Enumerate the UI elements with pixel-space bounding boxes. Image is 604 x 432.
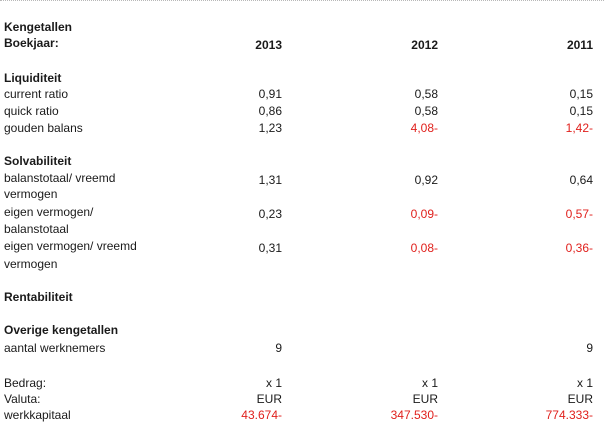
value-cell: 0,23 xyxy=(258,207,282,221)
negative-value-cell: 774.333- xyxy=(545,408,593,422)
value-cell: 1,31 xyxy=(258,173,282,187)
value-cell: 9 xyxy=(586,341,593,355)
negative-value-cell: 0,08- xyxy=(410,241,438,255)
value-cell: 0,86 xyxy=(258,104,282,118)
year-2011-header: 2011 xyxy=(566,38,593,52)
row-label-current-ratio: current ratio xyxy=(4,87,69,101)
value-cell: 0,15 xyxy=(569,87,593,101)
negative-value-cell: 347.530- xyxy=(390,408,438,422)
negative-value-cell: 1,42- xyxy=(565,121,593,135)
page-title: Kengetallen xyxy=(4,20,73,34)
row-label-quick-ratio: quick ratio xyxy=(4,104,59,118)
section-heading-rentabiliteit: Rentabiliteit xyxy=(4,290,73,304)
value-cell: 0,31 xyxy=(258,241,282,255)
negative-value-cell: 43.674- xyxy=(241,408,282,422)
row-label-aantal-werknemers: aantal werknemers xyxy=(4,341,106,355)
section-heading-liquiditeit: Liquiditeit xyxy=(4,71,62,85)
value-cell: x 1 xyxy=(421,376,438,390)
value-cell: x 1 xyxy=(576,376,593,390)
value-cell: 0,58 xyxy=(414,87,438,101)
value-cell: 0,64 xyxy=(569,173,593,187)
year-label: Boekjaar: xyxy=(4,36,59,50)
row-label-balanstotaal-vreemd: balanstotaal/ vreemd xyxy=(4,171,116,185)
section-heading-solvabiliteit: Solvabiliteit xyxy=(4,154,72,168)
section-heading-overige-kengetallen: Overige kengetallen xyxy=(4,323,119,337)
value-cell: EUR xyxy=(256,392,282,406)
row-label-gouden-balans: gouden balans xyxy=(4,121,83,135)
row-label-werkkapitaal: werkkapitaal xyxy=(4,408,71,422)
value-cell: EUR xyxy=(412,392,438,406)
value-cell: x 1 xyxy=(265,376,282,390)
value-cell: EUR xyxy=(567,392,593,406)
row-label-continued: vermogen xyxy=(4,257,58,271)
negative-value-cell: 0,09- xyxy=(410,207,438,221)
value-cell: 0,15 xyxy=(569,104,593,118)
negative-value-cell: 4,08- xyxy=(410,121,438,135)
row-label-eigen-vermogen-balanstotaal: eigen vermogen/ xyxy=(4,205,94,219)
row-label-continued: balanstotaal xyxy=(4,222,69,236)
year-2013-header: 2013 xyxy=(255,38,282,52)
value-cell: 0,92 xyxy=(414,173,438,187)
row-label-continued: vermogen xyxy=(4,187,58,201)
negative-value-cell: 0,57- xyxy=(565,207,593,221)
year-2012-header: 2012 xyxy=(411,38,438,52)
value-cell: 9 xyxy=(275,341,282,355)
negative-value-cell: 0,36- xyxy=(565,241,593,255)
value-cell: 0,58 xyxy=(414,104,438,118)
value-cell: 0,91 xyxy=(258,87,282,101)
row-label-valuta: Valuta: xyxy=(4,392,41,406)
row-label-bedrag: Bedrag: xyxy=(4,376,47,390)
value-cell: 1,23 xyxy=(258,121,282,135)
row-label-eigen-vermogen-vreemd: eigen vermogen/ vreemd xyxy=(4,239,137,253)
dotted-top-border xyxy=(0,0,604,1)
